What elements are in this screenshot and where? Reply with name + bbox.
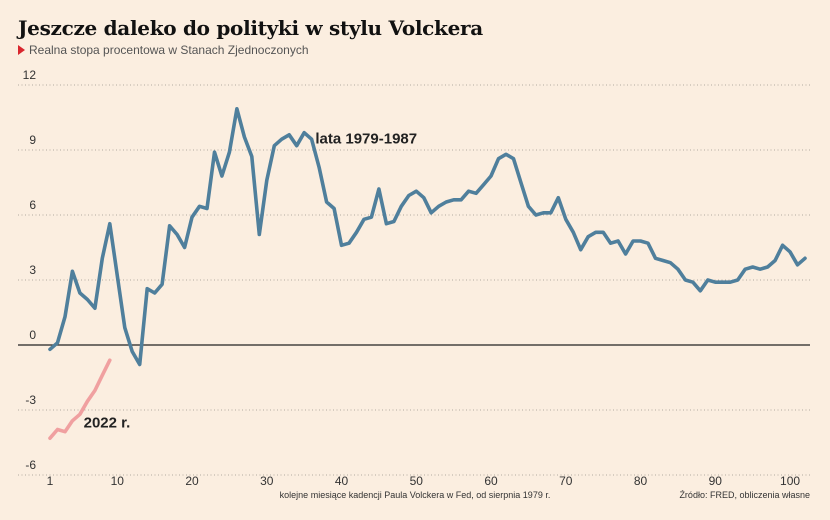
subtitle-text: Realna stopa procentowa w Stanach Zjedno… (29, 43, 309, 57)
y-tick-label: 3 (29, 263, 36, 277)
y-tick-label: 6 (29, 198, 36, 212)
x-tick-label: 10 (111, 474, 125, 488)
y-tick-label: -3 (25, 393, 36, 407)
x-tick-label: 50 (410, 474, 424, 488)
series-line-2022 (48, 358, 112, 440)
series-line-volcker (48, 107, 807, 367)
subtitle-marker-icon (18, 45, 25, 55)
annotation-volcker: lata 1979-1987 (315, 131, 417, 148)
x-tick-label: 20 (185, 474, 199, 488)
x-tick-label: 90 (709, 474, 723, 488)
y-tick-label: -6 (25, 458, 36, 472)
x-tick-label: 40 (335, 474, 349, 488)
source-note: Źródło: FRED, obliczenia własne (679, 490, 810, 500)
chart-title: Jeszcze daleko do polityki w stylu Volck… (18, 16, 483, 40)
x-tick-label: 60 (484, 474, 498, 488)
x-tick-label: 80 (634, 474, 648, 488)
x-tick-label: 70 (559, 474, 573, 488)
annotation-2022: 2022 r. (84, 414, 131, 431)
x-tick-label: 100 (780, 474, 800, 488)
x-axis-label: kolejne miesiące kadencji Paula Volckera… (280, 490, 551, 500)
x-tick-label: 1 (47, 474, 54, 488)
x-tick-label: 30 (260, 474, 274, 488)
y-tick-label: 0 (29, 328, 36, 342)
chart-subtitle: Realna stopa procentowa w Stanach Zjedno… (18, 43, 309, 57)
y-tick-label: 9 (29, 133, 36, 147)
y-tick-label: 12 (23, 68, 37, 82)
